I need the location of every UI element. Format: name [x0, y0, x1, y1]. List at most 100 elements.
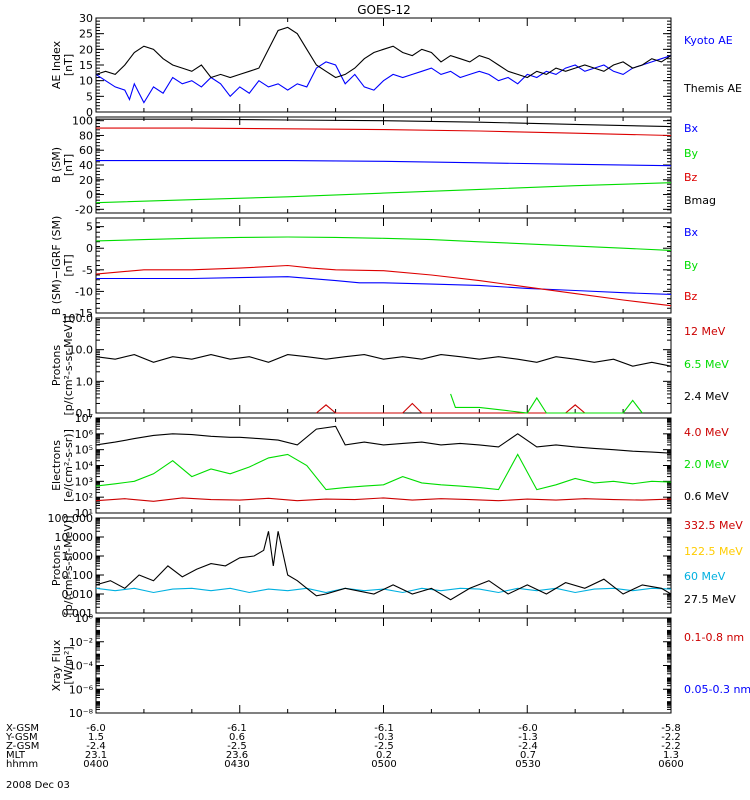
y-tick-label: 20 — [79, 43, 93, 56]
series-line-kyoto-ae — [95, 55, 672, 104]
y-tick-label: 10⁷ — [75, 412, 93, 425]
series-line-by — [95, 236, 672, 251]
ephemeris-value: -1.3 — [518, 732, 538, 743]
y-tick-label: 10.0 — [69, 344, 94, 357]
y-tick-label: 10 — [79, 75, 93, 88]
y-axis-unit: [nT] — [62, 254, 75, 276]
ephemeris-value: 0600 — [658, 759, 683, 770]
y-tick-label: 10¹ — [75, 507, 93, 520]
y-tick-label: -15 — [75, 307, 93, 320]
series-line-bz — [95, 264, 672, 307]
legend-entry: 2.0 MeV — [684, 458, 729, 471]
y-tick-label: 0.100 — [62, 569, 94, 582]
ephemeris-value: -6.1 — [227, 723, 247, 734]
panel-frame — [95, 217, 672, 314]
panel-6: 0.001 0.010 0.100 1.000 10.000 100.000 Protons… — [48, 512, 744, 620]
panel-3: -15 -10 -5 0 5 B (SM)−IGRF (SM) [nT] Bx By Bz — [50, 216, 699, 320]
legend-entry: 332.5 MeV — [684, 519, 743, 532]
y-tick-label: 0.001 — [62, 607, 94, 620]
legend-entry: Bx — [684, 122, 699, 135]
y-axis-label: Electrons — [50, 440, 63, 491]
ephemeris-value: 0400 — [83, 759, 108, 770]
y-tick-label: 10.000 — [55, 531, 94, 544]
y-tick-label: 60 — [79, 144, 93, 157]
legend-entry: 122.5 MeV — [684, 545, 743, 558]
panel-frame — [95, 317, 672, 414]
y-tick-label: 1.0 — [76, 375, 94, 388]
y-tick-label: 20 — [79, 174, 93, 187]
y-tick-label: 10³ — [75, 475, 93, 488]
legend-entry: 60 MeV — [684, 570, 726, 583]
y-axis-unit: [p/(cm²-s-sr-MeV)] — [62, 516, 75, 616]
ephemeris-value: 1.5 — [88, 732, 104, 743]
y-tick-label: 30 — [79, 12, 93, 25]
legend-entry: By — [684, 147, 699, 160]
y-tick-label: 100 — [72, 115, 93, 128]
y-tick-label: 0 — [86, 189, 93, 202]
y-axis-label: B (SM)−IGRF (SM) — [50, 216, 63, 316]
y-tick-label: 80 — [79, 129, 93, 142]
ephemeris-value: 0.7 — [520, 750, 536, 761]
y-axis-unit: [W/m²] — [62, 646, 75, 684]
ephemeris-row-label: Z-GSM — [6, 741, 39, 752]
y-tick-label: 0.1 — [76, 407, 94, 420]
y-tick-label: -5 — [82, 264, 93, 277]
ephemeris-value: -2.5 — [374, 741, 394, 752]
ephemeris-value: -6.1 — [374, 723, 394, 734]
series-line-12-mev — [316, 402, 586, 414]
legend-entry: 0.6 MeV — [684, 490, 729, 503]
series-line-themis-ae — [95, 26, 672, 79]
ephemeris-value: 0500 — [371, 759, 396, 770]
y-tick-label: 10² — [75, 491, 93, 504]
ephemeris-value: 0530 — [515, 759, 540, 770]
series-line-2-4-mev — [95, 354, 672, 367]
legend-entry: Bz — [684, 171, 698, 184]
y-tick-label: 10⁻⁶ — [69, 683, 94, 696]
y-tick-label: 10⁰ — [75, 612, 94, 625]
series-line-by — [95, 182, 672, 204]
ephemeris-value: 1.3 — [663, 750, 679, 761]
y-axis-unit: [nT] — [62, 54, 75, 76]
y-axis-unit: [p/(cm²-s-sr-MeV)] — [62, 316, 75, 416]
ephemeris-value: -2.4 — [518, 741, 538, 752]
ephemeris-row-label: hhmm — [6, 759, 38, 770]
ephemeris-value: -2.2 — [661, 732, 681, 743]
ephemeris-value: 23.6 — [226, 750, 248, 761]
ephemeris-value: -2.4 — [86, 741, 106, 752]
panel-frame — [95, 617, 672, 714]
panel-frame — [95, 116, 672, 214]
panel-frame — [95, 517, 672, 614]
y-tick-label: 1.000 — [62, 550, 94, 563]
legend-entry: 0.05-0.3 nm — [684, 683, 750, 696]
ephemeris-value: -6.0 — [518, 723, 538, 734]
date-label: 2008 Dec 03 — [6, 780, 70, 791]
ephemeris-value: -0.3 — [374, 732, 394, 743]
panel-5: 10¹ 10² 10³ 10⁴ 10⁵ 10⁶ 10⁷ Electrons [e/(cm²-s-… — [50, 412, 729, 520]
y-tick-label: 10⁻² — [69, 636, 93, 649]
ephemeris-value: 0.2 — [376, 750, 392, 761]
ephemeris-value: -6.0 — [86, 723, 106, 734]
ephemeris-row-label: X-GSM — [6, 723, 39, 734]
legend-entry: 27.5 MeV — [684, 593, 736, 606]
panel-7: 10⁻⁸ 10⁻⁶ 10⁻⁴ 10⁻² 10⁰ Xray Flux [W/m²] 0.1-0.… — [50, 612, 750, 720]
series-line-bx — [96, 276, 672, 295]
ephemeris-row-label: Y-GSM — [5, 732, 38, 743]
series-line-4-0-mev — [95, 497, 672, 502]
y-tick-label: 5 — [86, 221, 93, 234]
y-axis-label: AE Index — [50, 40, 63, 89]
y-axis-label: Xray Flux — [50, 639, 63, 691]
series-line-0-6-mev — [95, 425, 672, 454]
legend-entry: 6.5 MeV — [684, 358, 729, 371]
plot-title: GOES-12 — [357, 3, 411, 17]
y-tick-label: 0 — [86, 106, 93, 119]
legend-entry: Bx — [684, 226, 699, 239]
ephemeris-table: X-GSMY-GSMZ-GSMMLThhmm-6.01.5-2.423.1040… — [5, 723, 684, 770]
ephemeris-value: 23.1 — [85, 750, 107, 761]
y-tick-label: 25 — [79, 28, 93, 41]
y-tick-label: 10⁴ — [75, 460, 94, 473]
y-tick-label: 100.000 — [48, 512, 94, 525]
y-tick-label: 0 — [86, 242, 93, 255]
